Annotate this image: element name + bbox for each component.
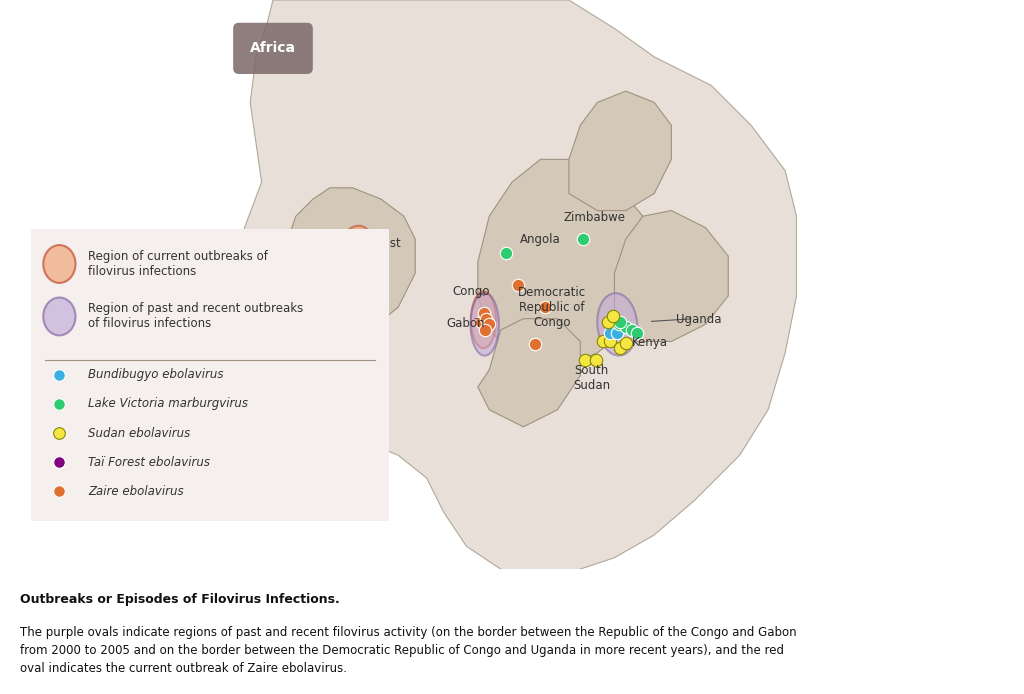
- Point: [51, 428, 68, 439]
- Text: Guinea: Guinea: [295, 300, 337, 313]
- Text: Kenya: Kenya: [632, 336, 668, 349]
- Ellipse shape: [470, 293, 499, 355]
- Text: Sudan ebolavirus: Sudan ebolavirus: [88, 427, 190, 439]
- FancyBboxPatch shape: [24, 223, 396, 526]
- Point: [476, 325, 493, 336]
- Polygon shape: [478, 160, 654, 364]
- Point: [595, 336, 611, 347]
- Point: [605, 310, 622, 321]
- Point: [629, 328, 645, 339]
- Text: Region of past and recent outbreaks
of filovirus infections: Region of past and recent outbreaks of f…: [88, 303, 303, 330]
- Point: [599, 316, 615, 327]
- Point: [537, 302, 553, 313]
- Text: The purple ovals indicate regions of past and recent filovirus activity (on the : The purple ovals indicate regions of pas…: [20, 626, 797, 675]
- Point: [588, 354, 604, 365]
- Point: [612, 343, 629, 354]
- Point: [577, 354, 593, 365]
- Polygon shape: [614, 210, 728, 341]
- Point: [51, 486, 68, 497]
- Point: [602, 336, 618, 347]
- Point: [51, 369, 68, 380]
- Point: [347, 274, 364, 285]
- Text: Democratic
Republic of
Congo: Democratic Republic of Congo: [518, 286, 586, 329]
- Point: [338, 248, 354, 259]
- Ellipse shape: [329, 226, 375, 303]
- Point: [475, 307, 492, 319]
- Point: [51, 457, 68, 468]
- Point: [617, 337, 634, 348]
- Text: Lake Victoria marburgvirus: Lake Victoria marburgvirus: [88, 398, 248, 410]
- Point: [349, 253, 366, 264]
- Text: Uganda: Uganda: [676, 313, 722, 326]
- Text: Africa: Africa: [250, 42, 296, 56]
- Point: [472, 316, 488, 327]
- Text: Angola: Angola: [520, 232, 561, 246]
- Point: [343, 239, 359, 251]
- Point: [602, 328, 618, 339]
- Point: [574, 233, 591, 244]
- Text: Congo: Congo: [453, 285, 489, 298]
- Point: [498, 248, 514, 259]
- Point: [510, 279, 526, 290]
- Point: [344, 259, 360, 270]
- Ellipse shape: [43, 298, 76, 335]
- Text: Bundibugyo ebolavirus: Bundibugyo ebolavirus: [88, 369, 223, 381]
- Point: [51, 398, 68, 409]
- Text: Outbreaks or Episodes of Filovirus Infections.: Outbreaks or Episodes of Filovirus Infec…: [20, 593, 340, 606]
- Point: [609, 328, 626, 339]
- Text: Zimbabwe: Zimbabwe: [563, 211, 626, 224]
- Point: [624, 325, 640, 336]
- FancyBboxPatch shape: [233, 23, 312, 74]
- Ellipse shape: [471, 291, 496, 348]
- Text: Ivory Coast: Ivory Coast: [334, 237, 400, 250]
- Point: [478, 313, 495, 324]
- Text: Taï Forest ebolavirus: Taï Forest ebolavirus: [88, 456, 210, 468]
- Text: Liberia: Liberia: [311, 231, 351, 244]
- Point: [617, 322, 634, 333]
- Ellipse shape: [597, 293, 637, 355]
- Text: Region of current outbreaks of
filovirus infections: Region of current outbreaks of filovirus…: [88, 250, 268, 278]
- Text: South
Sudan: South Sudan: [573, 364, 610, 392]
- Text: Gabon: Gabon: [446, 316, 484, 330]
- Polygon shape: [478, 319, 581, 427]
- Point: [612, 316, 629, 327]
- Polygon shape: [569, 91, 672, 210]
- Polygon shape: [239, 0, 797, 580]
- Point: [526, 339, 543, 350]
- Ellipse shape: [43, 245, 76, 283]
- Point: [342, 268, 358, 279]
- Text: Zaire ebolavirus: Zaire ebolavirus: [88, 485, 183, 498]
- Point: [610, 319, 627, 330]
- Point: [481, 319, 498, 330]
- Polygon shape: [273, 188, 416, 341]
